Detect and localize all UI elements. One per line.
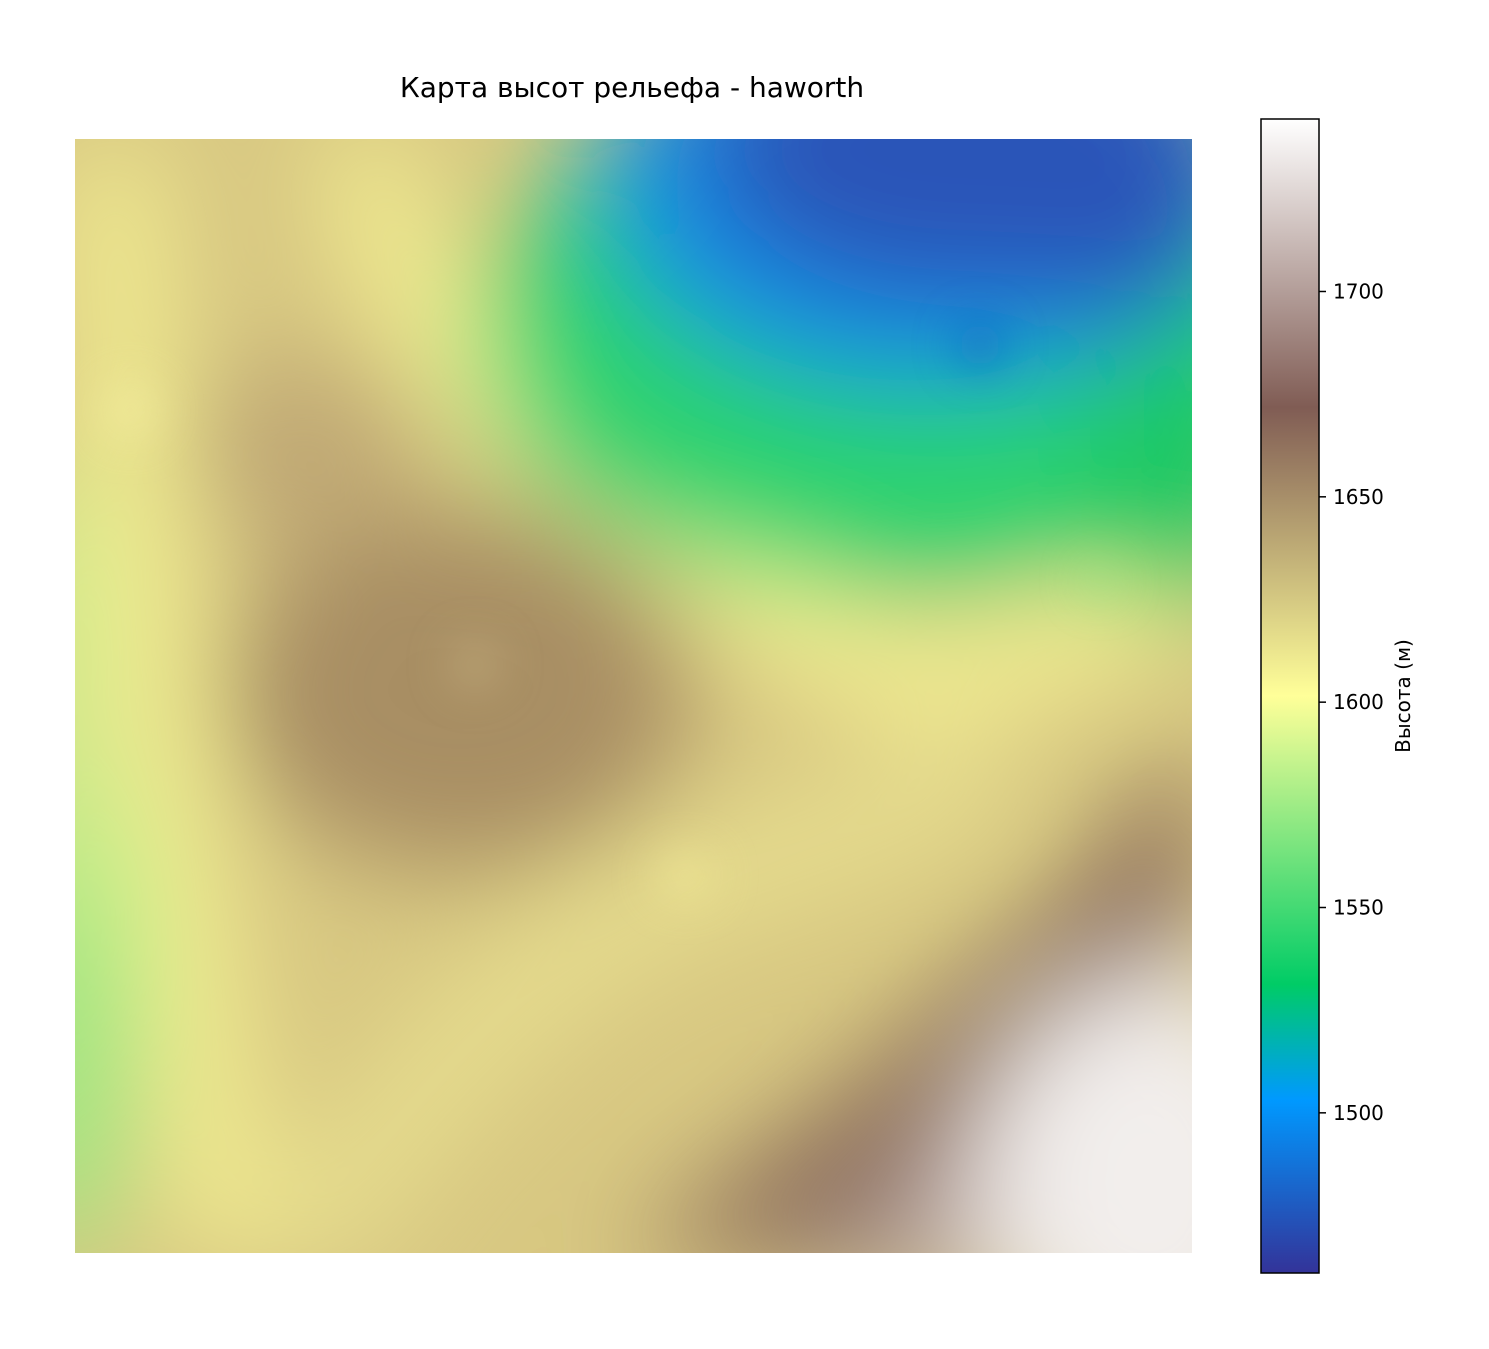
- colorbar-tick-label: 1550: [1333, 895, 1384, 919]
- colorbar-tick-label: 1500: [1333, 1101, 1384, 1125]
- colorbar: 1500 1550 1600 1650 1700 Высота (м): [1260, 118, 1415, 1274]
- colorbar-tick-label: 1650: [1333, 485, 1384, 509]
- chart-title: Карта высот рельефа - haworth: [400, 71, 864, 104]
- colorbar-tick-label: 1700: [1333, 279, 1384, 303]
- colorbar-ticks: 1500 1550 1600 1650 1700: [1319, 279, 1384, 1125]
- elevation-heatmap: [75, 139, 1192, 1253]
- colorbar-bar: [1260, 118, 1320, 1274]
- colorbar-tick-label: 1600: [1333, 690, 1384, 714]
- colorbar-label: Высота (м): [1391, 639, 1415, 753]
